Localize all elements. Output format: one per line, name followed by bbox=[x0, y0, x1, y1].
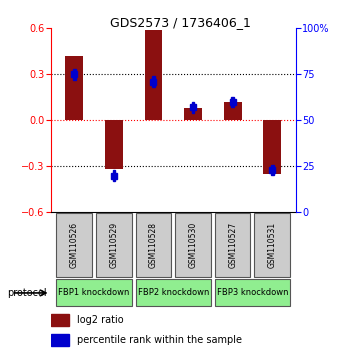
Bar bbox=[264, 120, 281, 174]
Text: percentile rank within the sample: percentile rank within the sample bbox=[77, 335, 242, 345]
FancyBboxPatch shape bbox=[136, 213, 171, 277]
Text: GSM110526: GSM110526 bbox=[70, 222, 79, 268]
Bar bbox=[184, 108, 202, 120]
Text: FBP2 knockdown: FBP2 knockdown bbox=[138, 289, 209, 297]
Text: GSM110528: GSM110528 bbox=[149, 222, 158, 268]
Bar bbox=[73, 69, 76, 80]
Bar bbox=[271, 165, 274, 176]
Bar bbox=[192, 102, 195, 113]
Text: GSM110530: GSM110530 bbox=[188, 222, 197, 268]
Bar bbox=[224, 102, 242, 120]
Bar bbox=[113, 170, 115, 181]
Text: FBP3 knockdown: FBP3 knockdown bbox=[217, 289, 288, 297]
Text: protocol: protocol bbox=[7, 288, 47, 298]
FancyBboxPatch shape bbox=[56, 279, 132, 307]
Bar bbox=[65, 56, 83, 120]
Text: GSM110531: GSM110531 bbox=[268, 222, 277, 268]
Bar bbox=[231, 97, 234, 107]
FancyBboxPatch shape bbox=[255, 213, 290, 277]
Bar bbox=[105, 120, 123, 170]
FancyBboxPatch shape bbox=[215, 279, 290, 307]
Text: FBP1 knockdown: FBP1 knockdown bbox=[58, 289, 130, 297]
Bar bbox=[51, 314, 69, 326]
Text: GSM110527: GSM110527 bbox=[228, 222, 237, 268]
Bar bbox=[144, 30, 162, 120]
FancyBboxPatch shape bbox=[56, 213, 92, 277]
Bar bbox=[152, 76, 155, 87]
Text: log2 ratio: log2 ratio bbox=[77, 315, 123, 325]
Text: GSM110529: GSM110529 bbox=[109, 222, 118, 268]
FancyBboxPatch shape bbox=[96, 213, 132, 277]
FancyBboxPatch shape bbox=[175, 213, 211, 277]
FancyBboxPatch shape bbox=[136, 279, 211, 307]
Text: GDS2573 / 1736406_1: GDS2573 / 1736406_1 bbox=[110, 16, 251, 29]
Bar bbox=[51, 334, 69, 346]
FancyBboxPatch shape bbox=[215, 213, 251, 277]
